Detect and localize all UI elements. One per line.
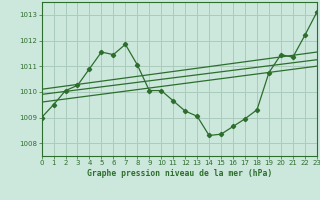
X-axis label: Graphe pression niveau de la mer (hPa): Graphe pression niveau de la mer (hPa)	[87, 169, 272, 178]
